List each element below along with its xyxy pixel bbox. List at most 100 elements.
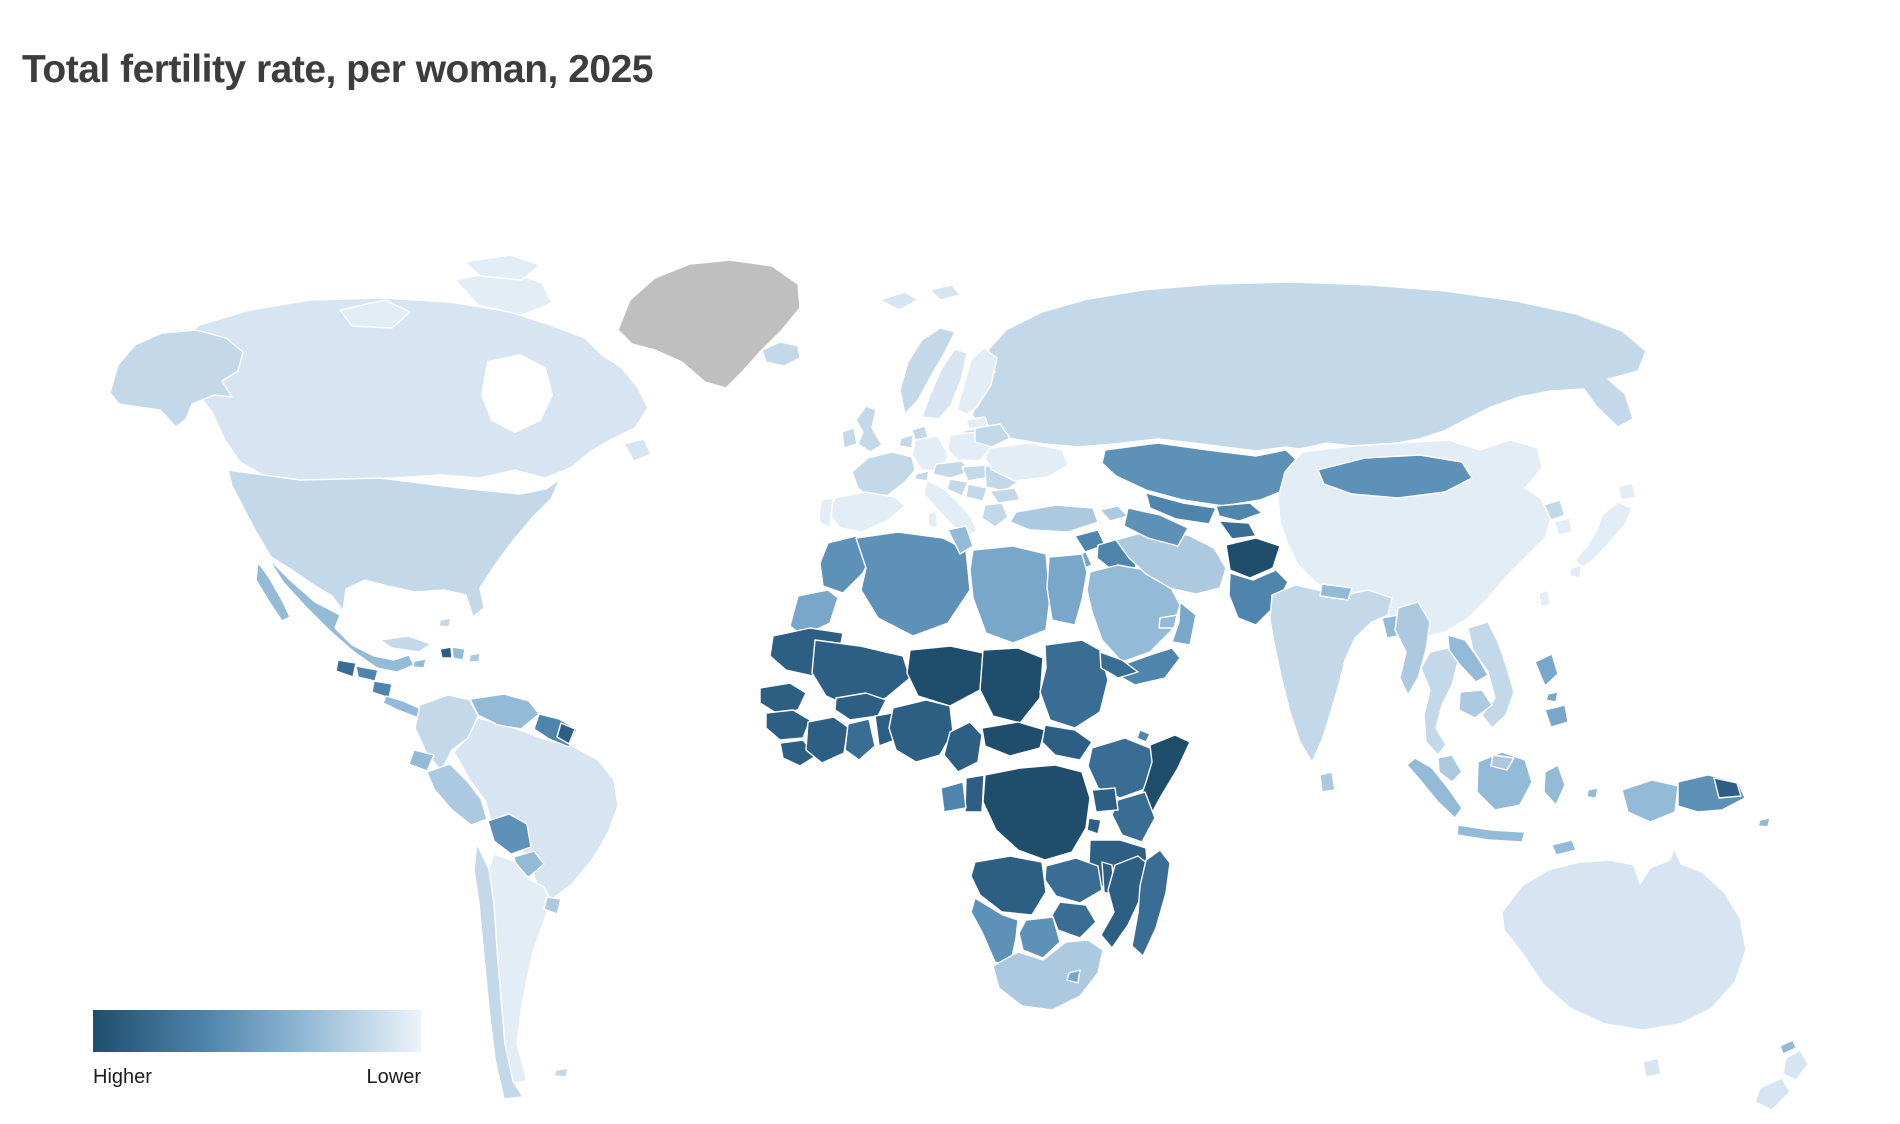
country-congo[interactable] xyxy=(964,774,985,813)
country-malaysia[interactable] xyxy=(1437,754,1463,783)
country-france[interactable] xyxy=(851,451,916,501)
country-ghana[interactable] xyxy=(844,718,876,761)
country-dr-congo[interactable] xyxy=(982,764,1091,861)
country-angola[interactable] xyxy=(970,855,1047,916)
country-nicaragua[interactable] xyxy=(371,680,393,699)
country-french-guiana[interactable] xyxy=(556,722,576,745)
country-greece[interactable] xyxy=(981,502,1009,528)
country-russia[interactable] xyxy=(971,281,1647,452)
country-tunisia[interactable] xyxy=(947,525,974,555)
country-uganda[interactable] xyxy=(1091,787,1119,813)
country-brazil[interactable] xyxy=(453,717,619,900)
country-chad[interactable] xyxy=(979,647,1044,724)
country-lesotho[interactable] xyxy=(1066,969,1081,984)
country-colombia[interactable] xyxy=(414,694,479,772)
country-australia[interactable] xyxy=(1501,847,1747,1031)
country-libya[interactable] xyxy=(969,545,1051,644)
country-laos[interactable] xyxy=(1447,634,1489,683)
country-malaysia-borneo[interactable] xyxy=(1490,754,1515,771)
country-djibouti[interactable] xyxy=(1136,729,1151,743)
country-united-kingdom[interactable] xyxy=(855,405,883,453)
country-taiwan[interactable] xyxy=(1538,589,1551,607)
country-cameroon[interactable] xyxy=(943,721,983,773)
country-mozambique[interactable] xyxy=(1100,855,1149,949)
country-new-zealand-north[interactable] xyxy=(1782,1049,1809,1081)
country-mexico[interactable] xyxy=(267,557,415,673)
country-south-africa[interactable] xyxy=(992,939,1104,1011)
country-kenya[interactable] xyxy=(1111,791,1156,843)
country-japan-hokkaido[interactable] xyxy=(1617,482,1637,501)
country-uae[interactable] xyxy=(1158,614,1178,629)
country-jamaica[interactable] xyxy=(412,658,427,669)
country-peru[interactable] xyxy=(426,763,488,826)
country-belarus[interactable] xyxy=(974,423,1011,448)
country-solomon-islands[interactable] xyxy=(1757,817,1771,828)
country-svalbard-a[interactable] xyxy=(879,291,919,311)
country-ireland[interactable] xyxy=(841,427,858,449)
country-philippines-luzon[interactable] xyxy=(1534,653,1559,687)
country-ukraine[interactable] xyxy=(984,442,1069,482)
country-finland[interactable] xyxy=(956,347,998,415)
country-mali[interactable] xyxy=(811,639,911,709)
country-venezuela[interactable] xyxy=(469,693,540,730)
country-gabon[interactable] xyxy=(940,781,967,813)
country-uruguay[interactable] xyxy=(543,896,562,915)
country-croatia-bosnia[interactable] xyxy=(946,478,969,497)
country-sweden[interactable] xyxy=(921,348,968,420)
country-serbia[interactable] xyxy=(965,483,988,502)
country-portugal[interactable] xyxy=(818,497,834,529)
country-ecuador[interactable] xyxy=(408,749,435,772)
country-turkey[interactable] xyxy=(1009,504,1099,533)
country-south-sudan[interactable] xyxy=(1041,724,1093,761)
country-philippines-visayas[interactable] xyxy=(1545,691,1559,703)
country-zambia[interactable] xyxy=(1044,857,1103,904)
country-uzbekistan[interactable] xyxy=(1145,492,1217,525)
country-cambodia[interactable] xyxy=(1458,689,1493,719)
country-bulgaria[interactable] xyxy=(989,487,1021,504)
country-usa-alaska[interactable] xyxy=(109,329,244,428)
country-rwanda-burundi[interactable] xyxy=(1086,817,1102,835)
country-falkland-islands[interactable] xyxy=(553,1067,569,1078)
country-south-korea[interactable] xyxy=(1553,517,1573,536)
country-indonesia-sumatra[interactable] xyxy=(1406,757,1463,819)
country-madagascar[interactable] xyxy=(1131,849,1171,957)
country-central-african-republic[interactable] xyxy=(981,721,1046,757)
country-zimbabwe[interactable] xyxy=(1051,901,1097,939)
country-eritrea[interactable] xyxy=(1099,651,1139,679)
country-algeria[interactable] xyxy=(855,531,971,637)
country-india[interactable] xyxy=(1269,584,1393,763)
country-north-korea[interactable] xyxy=(1543,499,1566,521)
country-myanmar[interactable] xyxy=(1394,601,1431,696)
country-afghanistan[interactable] xyxy=(1225,537,1281,579)
country-nepal[interactable] xyxy=(1319,583,1353,601)
country-usa[interactable] xyxy=(227,469,561,618)
country-indonesia-papua[interactable] xyxy=(1621,779,1679,823)
country-canada-ellesmere-island[interactable] xyxy=(464,254,541,281)
country-oman[interactable] xyxy=(1171,601,1197,646)
country-bolivia[interactable] xyxy=(487,813,532,855)
country-kazakhstan[interactable] xyxy=(1101,442,1301,507)
country-senegal-gambia[interactable] xyxy=(759,682,807,714)
country-dominican-republic[interactable] xyxy=(451,646,466,661)
country-guatemala[interactable] xyxy=(335,659,357,678)
country-australia-tasmania[interactable] xyxy=(1642,1057,1662,1078)
country-cote-divoire[interactable] xyxy=(805,716,849,764)
country-indonesia-maluku[interactable] xyxy=(1586,787,1599,799)
country-japan-kyushu[interactable] xyxy=(1568,564,1583,579)
country-papua-new-guinea-east[interactable] xyxy=(1713,777,1742,799)
country-greenland[interactable] xyxy=(617,259,801,389)
country-sudan[interactable] xyxy=(1039,639,1109,729)
country-puerto-rico[interactable] xyxy=(468,652,481,663)
country-philippines-mindanao[interactable] xyxy=(1544,704,1569,728)
country-haiti[interactable] xyxy=(439,646,453,659)
country-caucasus[interactable] xyxy=(1099,505,1129,522)
country-norway[interactable] xyxy=(899,327,956,415)
country-new-zealand-south[interactable] xyxy=(1754,1077,1791,1111)
country-honduras[interactable] xyxy=(355,665,379,682)
country-timor-leste[interactable] xyxy=(1551,839,1577,856)
country-new-caledonia[interactable] xyxy=(1779,1039,1797,1055)
country-niger[interactable] xyxy=(906,645,984,707)
country-vietnam[interactable] xyxy=(1467,621,1515,729)
country-benelux[interactable] xyxy=(898,434,914,449)
country-cuba[interactable] xyxy=(379,635,432,653)
